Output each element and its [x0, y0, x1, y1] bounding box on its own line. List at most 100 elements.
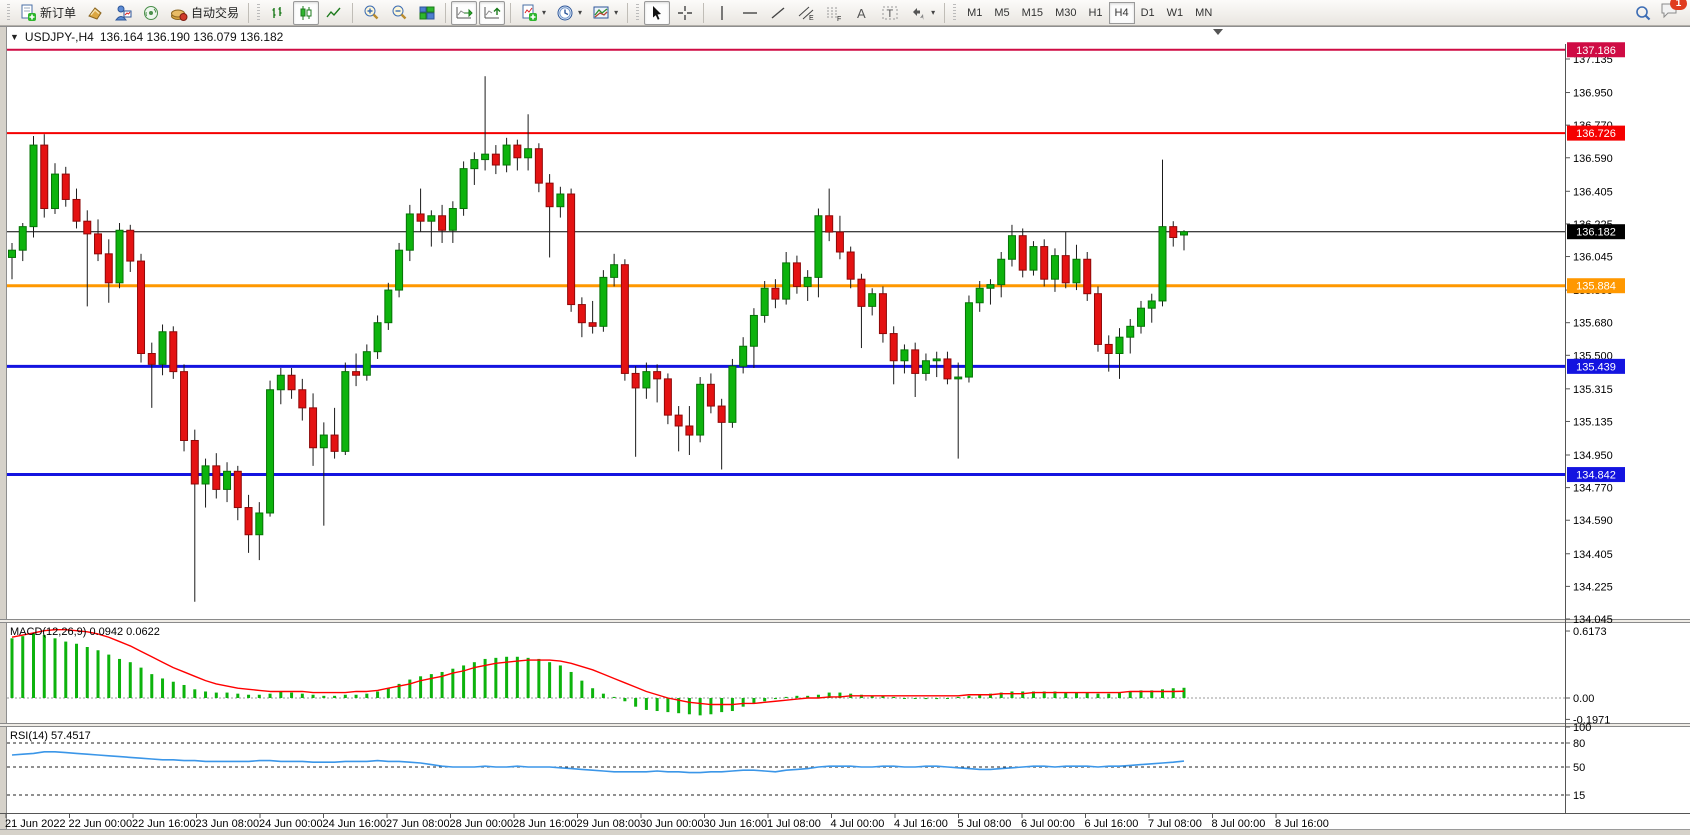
zoom-out-icon — [392, 5, 407, 19]
indicators-icon — [522, 4, 538, 21]
timeframe-M30[interactable]: M30 — [1055, 6, 1077, 19]
timeframe-D1[interactable]: D1 — [1140, 6, 1155, 19]
arrows-icon — [913, 7, 924, 20]
zoom-out-button[interactable] — [386, 1, 412, 25]
navigator-button[interactable] — [110, 1, 136, 25]
indicators-button[interactable]: ▾ — [516, 1, 550, 25]
trendline-button[interactable] — [765, 1, 791, 25]
templates-dropdown-arrow: ▾ — [614, 8, 619, 17]
timeframe-M15[interactable]: M15 — [1021, 6, 1044, 19]
toolbar-separator — [627, 2, 629, 23]
autotrading-button[interactable]: 自动交易 — [166, 1, 243, 25]
toolbar-separator — [445, 2, 447, 23]
new-order-icon — [21, 4, 36, 21]
svg-text:E: E — [809, 15, 814, 22]
svg-text:134.590: 134.590 — [1573, 515, 1613, 527]
svg-text:1 Jul 08:00: 1 Jul 08:00 — [767, 818, 821, 830]
zoom-in-button[interactable] — [358, 1, 384, 25]
time-axis: 21 Jun 2022 22 Jun 00:00 22 Jun 16:00 23 Ju… — [5, 813, 1329, 830]
svg-text:135.135: 135.135 — [1573, 416, 1613, 428]
fibonacci-button[interactable]: F — [821, 1, 847, 25]
svg-text:100: 100 — [1573, 722, 1591, 734]
notification-badge: 1 — [1670, 0, 1687, 10]
timeframe-MN[interactable]: MN — [1195, 6, 1213, 19]
new-order-label: 新订单 — [40, 6, 77, 20]
toolbar-grip[interactable] — [6, 3, 11, 22]
navigator-icon — [115, 5, 132, 20]
timeframe-H1[interactable]: H1 — [1088, 6, 1103, 19]
timeframe-W1[interactable]: W1 — [1166, 6, 1184, 19]
svg-text:136.590: 136.590 — [1573, 153, 1613, 165]
crosshair-button[interactable] — [672, 1, 698, 25]
chart-ohlc-readout: 136.164 136.190 136.079 136.182 — [99, 30, 284, 44]
rsi-pane: RSI(14) 57.4517 100 80 50 15 — [7, 722, 1591, 802]
svg-text:RSI(14) 57.4517: RSI(14) 57.4517 — [10, 730, 91, 742]
tile-windows-button[interactable] — [414, 1, 440, 25]
signals-button[interactable] — [138, 1, 164, 25]
svg-text:22 Jun 16:00: 22 Jun 16:00 — [132, 818, 196, 830]
svg-text:27 Jun 08:00: 27 Jun 08:00 — [386, 818, 450, 830]
chart-shift-button[interactable] — [479, 0, 506, 25]
svg-text:136.726: 136.726 — [1576, 128, 1616, 140]
autotrading-label: 自动交易 — [191, 6, 240, 20]
arrows-button[interactable]: ▾ — [905, 1, 939, 25]
toolbar-grip[interactable] — [256, 3, 262, 22]
one-click-trading-toggle[interactable]: ▼ — [10, 32, 19, 42]
signals-icon — [144, 5, 159, 20]
svg-text:134.950: 134.950 — [1573, 450, 1613, 462]
text-button[interactable]: A — [849, 1, 875, 25]
candlestick-chart-button[interactable] — [293, 0, 320, 25]
zoom-in-icon — [364, 5, 379, 19]
tile-windows-icon — [419, 6, 435, 19]
svg-text:135.884: 135.884 — [1576, 281, 1616, 293]
timeframe-M1[interactable]: M1 — [967, 6, 983, 19]
svg-text:T: T — [887, 8, 894, 20]
svg-text:24 Jun 00:00: 24 Jun 00:00 — [259, 818, 323, 830]
equidistant-channel-button[interactable]: E — [793, 1, 819, 25]
svg-text:-0.1971: -0.1971 — [1573, 714, 1610, 726]
periods-button[interactable]: ▾ — [552, 1, 586, 25]
vertical-line-icon — [721, 5, 723, 20]
bar-chart-button[interactable] — [265, 1, 291, 25]
svg-text:28 Jun 00:00: 28 Jun 00:00 — [450, 818, 514, 830]
cursor-icon — [653, 5, 662, 20]
timeframe-M5[interactable]: M5 — [994, 6, 1010, 19]
svg-text:136.045: 136.045 — [1573, 252, 1613, 264]
cursor-button[interactable] — [644, 0, 671, 25]
autotrading-icon — [171, 9, 188, 21]
toolbar-grip[interactable] — [635, 3, 641, 22]
svg-text:7 Jul 08:00: 7 Jul 08:00 — [1148, 818, 1202, 830]
auto-scroll-button[interactable] — [451, 0, 478, 25]
horizontal-line-icon — [743, 11, 758, 14]
notifications-button[interactable]: 1 — [1660, 0, 1687, 24]
templates-button[interactable]: ▾ — [588, 1, 622, 25]
svg-text:136.405: 136.405 — [1573, 186, 1613, 198]
chart-title-row: ▼ USDJPY-,H4 136.164 136.190 136.079 136… — [10, 30, 283, 44]
chart-window[interactable]: ▼ USDJPY-,H4 136.164 136.190 136.079 136… — [0, 26, 1690, 835]
svg-text:A: A — [857, 6, 866, 21]
timeframe-H4[interactable]: H4 — [1108, 1, 1135, 24]
candlestick-series — [8, 76, 1188, 602]
new-order-button[interactable]: 新订单 — [15, 1, 80, 25]
svg-text:135.439: 135.439 — [1576, 361, 1616, 373]
svg-text:30 Jun 00:00: 30 Jun 00:00 — [640, 818, 704, 830]
svg-text:4 Jul 00:00: 4 Jul 00:00 — [831, 818, 885, 830]
price-badges: 137.186 136.726 136.182 135.884 135.439 134.8… — [1567, 42, 1625, 483]
auto-scroll-icon — [456, 6, 473, 18]
svg-text:134.842: 134.842 — [1576, 470, 1616, 482]
chart-shift-icon — [484, 6, 501, 18]
chart-canvas[interactable]: 137.135136.950136.770136.590136.405136.2… — [0, 27, 1690, 835]
toolbar-separator — [944, 2, 946, 23]
svg-text:137.186: 137.186 — [1576, 45, 1616, 57]
crosshair-icon — [678, 5, 693, 20]
toolbar-grip[interactable] — [952, 3, 958, 22]
templates-icon — [593, 6, 609, 18]
svg-text:F: F — [837, 16, 841, 22]
text-icon: A — [857, 6, 866, 21]
text-label-button[interactable]: T — [877, 1, 903, 25]
vertical-line-button[interactable] — [709, 1, 735, 25]
market-watch-button[interactable] — [82, 1, 108, 25]
line-chart-button[interactable] — [321, 1, 347, 25]
horizontal-line-button[interactable] — [737, 1, 763, 25]
search-icon[interactable] — [1634, 4, 1652, 22]
